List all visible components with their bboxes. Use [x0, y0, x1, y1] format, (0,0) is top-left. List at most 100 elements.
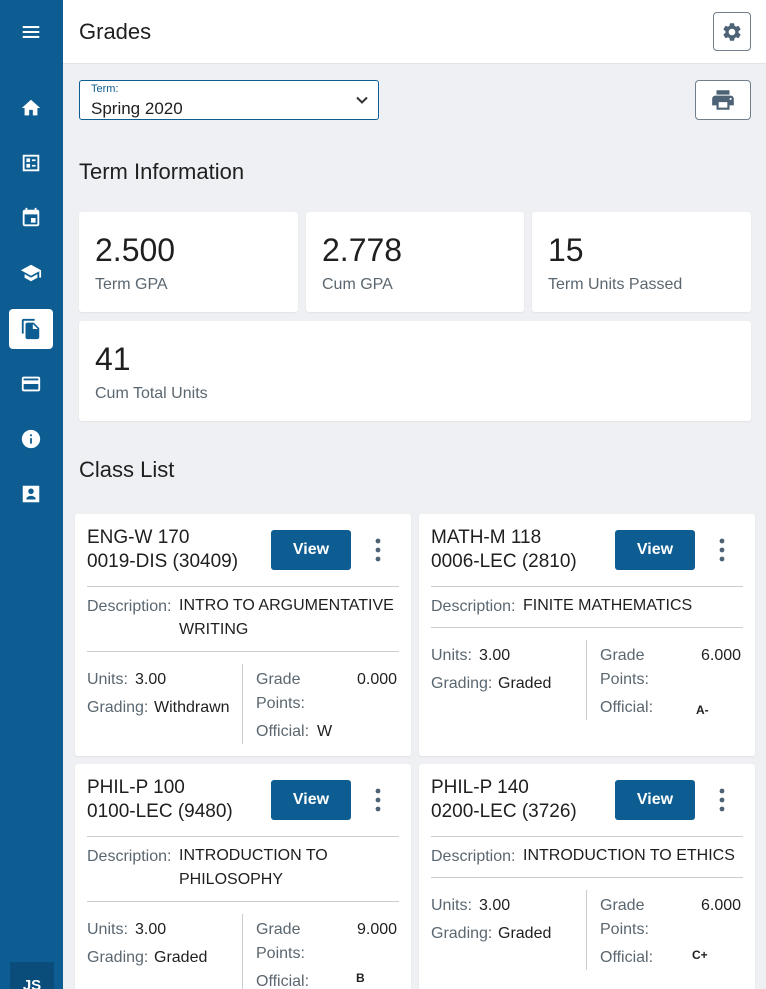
sidebar-item-academics[interactable] [9, 253, 53, 293]
units-value: 3.00 [479, 647, 511, 664]
print-button[interactable] [695, 80, 751, 120]
view-button[interactable]: View [271, 780, 351, 820]
school-icon [20, 264, 42, 282]
class-card: PHIL-P 140 0200-LEC (3726) View Descript… [419, 764, 755, 989]
stat-label: Cum Total Units [95, 385, 208, 402]
points-label: Points: [600, 921, 649, 938]
course-code: MATH-M 118 [431, 527, 542, 548]
more-options-button[interactable] [369, 536, 387, 564]
divider [431, 877, 743, 878]
divider [87, 586, 399, 587]
grade-points-value: 6.000 [701, 897, 742, 914]
credit-card-icon [21, 376, 41, 392]
view-button[interactable]: View [615, 780, 695, 820]
official-label: Official: [600, 949, 654, 966]
stat-label: Cum GPA [322, 276, 393, 293]
grading-value: Graded [498, 675, 552, 692]
sidebar-item-home[interactable] [9, 88, 53, 128]
divider [431, 836, 743, 837]
grade-label: Grade [256, 671, 301, 688]
grading-value: Graded [498, 925, 552, 942]
more-options-button[interactable] [713, 536, 731, 564]
grade-label: Grade [600, 897, 645, 914]
gear-icon [723, 22, 741, 41]
view-button[interactable]: View [615, 530, 695, 570]
class-name: PHIL-P 100 0100-LEC (9480) [87, 776, 233, 824]
grading-label: Grading: [87, 699, 149, 716]
sidebar-item-documents[interactable] [9, 309, 53, 349]
info-icon [21, 429, 41, 449]
description-value: INTRODUCTION TO ETHICS [523, 847, 735, 864]
menu-icon [22, 26, 40, 38]
official-label: Official: [256, 973, 310, 989]
documents-icon [21, 318, 40, 340]
grading-value: Graded [154, 949, 208, 966]
sidebar-item-profile[interactable] [9, 474, 53, 514]
class-card: PHIL-P 100 0100-LEC (9480) View Descript… [75, 764, 411, 989]
sidebar-item-payments[interactable] [9, 364, 53, 404]
stat-card-cum-gpa: 2.778 Cum GPA [306, 212, 524, 312]
class-name: ENG-W 170 0019-DIS (30409) [87, 526, 238, 574]
description-label: Description: [87, 848, 172, 865]
grade-points-value: 9.000 [357, 921, 398, 938]
sidebar-item-calendar[interactable] [9, 198, 53, 238]
divider [87, 836, 399, 837]
divider [87, 901, 399, 902]
stat-label: Term GPA [95, 276, 168, 293]
sidebar-item-info[interactable] [9, 419, 53, 459]
more-vert-icon [375, 538, 381, 562]
course-section: 0019-DIS (30409) [87, 551, 239, 572]
chevron-down-icon [355, 93, 369, 107]
course-section: 0100-LEC (9480) [87, 801, 233, 822]
grade-points-value: 0.000 [357, 671, 398, 688]
calendar-icon [22, 207, 40, 227]
official-grade-value: W [317, 723, 333, 740]
sidebar-item-dashboard[interactable] [9, 143, 53, 183]
description-value: INTRO TO ARGUMENTATIVE WRITING [179, 597, 394, 638]
units-value: 3.00 [479, 897, 511, 914]
print-icon [712, 90, 734, 110]
term-select[interactable]: Term: Spring 2020 [79, 80, 379, 120]
units-label: Units: [431, 897, 472, 914]
view-button[interactable]: View [271, 530, 351, 570]
units-label: Units: [87, 671, 128, 688]
divider-vertical [586, 640, 587, 720]
grading-label: Grading: [87, 949, 149, 966]
more-vert-icon [719, 788, 725, 812]
stat-value: 41 [95, 341, 131, 377]
class-card: ENG-W 170 0019-DIS (30409) View Descript… [75, 514, 411, 756]
course-code: ENG-W 170 [87, 527, 190, 548]
points-label: Points: [256, 945, 305, 962]
divider [431, 586, 743, 587]
stat-value: 2.778 [322, 232, 403, 268]
description-label: Description: [87, 598, 172, 615]
points-label: Points: [256, 695, 305, 712]
units-value: 3.00 [135, 671, 167, 688]
divider [431, 627, 743, 628]
divider-vertical [242, 664, 243, 744]
menu-button[interactable] [9, 12, 53, 52]
more-options-button[interactable] [369, 786, 387, 814]
official-label: Official: [256, 723, 310, 740]
term-information-title: Term Information [79, 159, 245, 184]
description-value: FINITE MATHEMATICS [523, 597, 693, 614]
stat-label: Term Units Passed [548, 276, 683, 293]
grading-label: Grading: [431, 675, 493, 692]
official-grade-value: A- [696, 703, 709, 717]
more-options-button[interactable] [713, 786, 731, 814]
sidebar: JS [0, 0, 63, 989]
divider-vertical [586, 890, 587, 970]
profile-icon [22, 485, 40, 503]
more-vert-icon [375, 788, 381, 812]
units-label: Units: [87, 921, 128, 938]
term-value: Spring 2020 [91, 99, 183, 118]
divider-vertical [242, 914, 243, 989]
units-label: Units: [431, 647, 472, 664]
settings-button[interactable] [713, 12, 751, 51]
more-vert-icon [719, 538, 725, 562]
class-name: PHIL-P 140 0200-LEC (3726) [431, 776, 577, 824]
term-label: Term: [91, 83, 119, 95]
divider [87, 651, 399, 652]
stat-card-term-units-passed: 15 Term Units Passed [532, 212, 751, 312]
avatar[interactable]: JS [10, 962, 54, 989]
